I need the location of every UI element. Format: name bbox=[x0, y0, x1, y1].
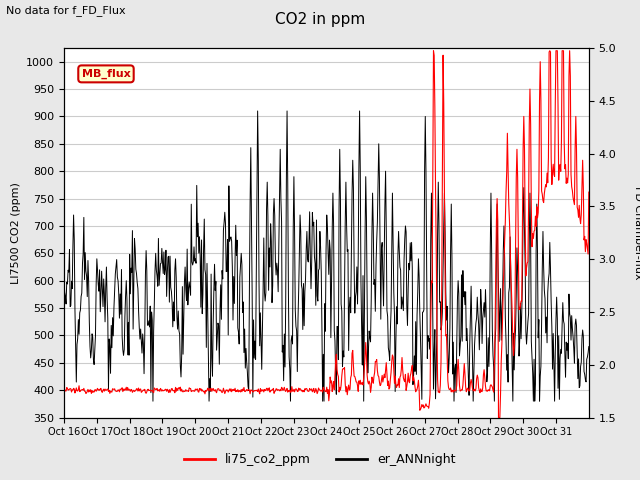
Legend: li75_co2_ppm, er_ANNnight: li75_co2_ppm, er_ANNnight bbox=[179, 448, 461, 471]
Text: No data for f_FD_Flux: No data for f_FD_Flux bbox=[6, 5, 126, 16]
Text: CO2 in ppm: CO2 in ppm bbox=[275, 12, 365, 27]
Y-axis label: LI7500 CO2 (ppm): LI7500 CO2 (ppm) bbox=[11, 182, 20, 284]
Text: MB_flux: MB_flux bbox=[82, 69, 131, 79]
Y-axis label: FD Chamber-flux: FD Chamber-flux bbox=[633, 186, 640, 280]
